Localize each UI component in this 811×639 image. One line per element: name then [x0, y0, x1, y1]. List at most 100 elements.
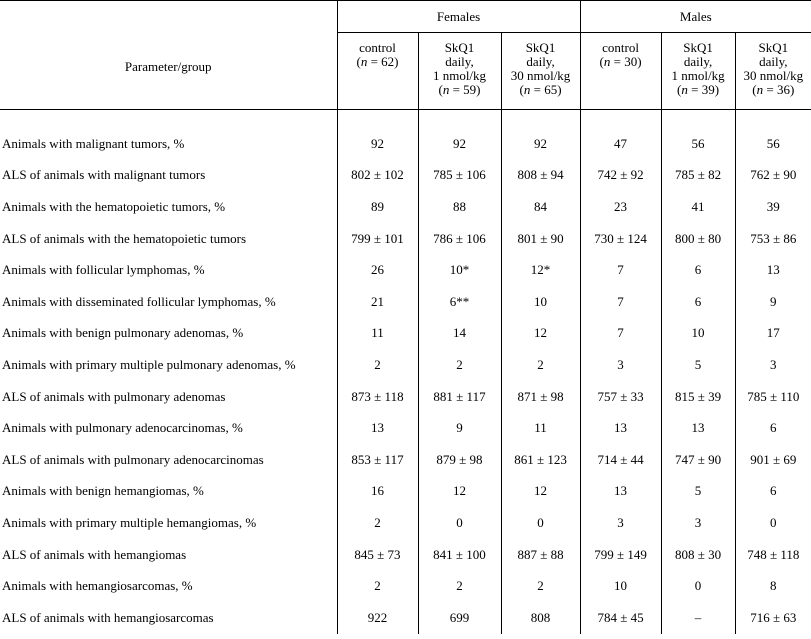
- column-header-line: control: [602, 40, 639, 55]
- column-header-line: 1 nmol/kg: [432, 68, 487, 83]
- table-row: ALS of animals with hemangiomas 845 ± 73 8…: [0, 538, 811, 571]
- table-cell: 714 ± 44: [579, 443, 662, 476]
- column-header: SkQ1 daily, 30 nmol/kg (n = 65): [500, 32, 581, 110]
- table-cell: 784 ± 45: [579, 601, 662, 634]
- table-cell: 0: [500, 507, 581, 539]
- table-cell: 845 ± 73: [336, 538, 418, 571]
- table-cell: 786 ± 106: [417, 222, 501, 255]
- group-header-females: Females: [336, 0, 581, 33]
- table-cell: 6: [660, 254, 736, 286]
- table-row: Animals with pulmonary adenocarcinomas, …: [0, 412, 811, 444]
- table-cell: 802 ± 102: [336, 159, 418, 192]
- table-cell: 12: [500, 475, 581, 508]
- table-cell: 6**: [417, 285, 501, 318]
- table-cell: 753 ± 86: [734, 222, 811, 255]
- table-cell: 14: [417, 317, 501, 350]
- table-row: Animals with benign hemangiomas, % 16 12 12…: [0, 475, 811, 508]
- table-cell: 13: [734, 254, 811, 286]
- table-cell: 785 ± 106: [417, 159, 501, 192]
- table-row: ALS of animals with pulmonary adenocarci…: [0, 443, 811, 476]
- table-cell: 7: [579, 285, 662, 318]
- column-header-line: daily,: [445, 54, 474, 69]
- table-row: Animals with hemangiosarcomas, % 2 2 2 10 0 8: [0, 570, 811, 602]
- table-cell: 2: [500, 349, 581, 381]
- table-cell: 716 ± 63: [734, 601, 811, 634]
- table-cell: 747 ± 90: [660, 443, 736, 476]
- table-cell: 3: [660, 507, 736, 539]
- column-header-line: daily,: [683, 54, 713, 69]
- column-header-line: SkQ1: [444, 40, 475, 55]
- table-cell: 879 ± 98: [417, 443, 501, 476]
- column-header-line: 1 nmol/kg: [671, 68, 725, 83]
- table-cell: 88: [417, 191, 501, 223]
- table-cell: 800 ± 80: [660, 222, 736, 255]
- table-cell: 10*: [417, 254, 501, 286]
- table-cell: 3: [579, 349, 662, 381]
- table-cell: 799 ± 101: [336, 222, 418, 255]
- column-header: SkQ1 daily, 1 nmol/kg (n = 39): [660, 32, 736, 110]
- table-cell: 6: [660, 285, 736, 318]
- table-cell: 10: [500, 285, 581, 318]
- column-header-line: 30 nmol/kg: [510, 68, 571, 83]
- column-header: control (n = 30): [579, 32, 662, 110]
- table-cell: 11: [500, 412, 581, 444]
- table-cell: 89: [336, 191, 418, 223]
- table-cell: 12: [500, 317, 581, 350]
- table-cell: 12: [417, 475, 501, 508]
- table-cell: 92: [336, 109, 418, 160]
- row-label: Animals with benign hemangiomas, %: [2, 483, 204, 499]
- table-cell: 3: [734, 349, 811, 381]
- row-label: Animals with benign pulmonary adenomas, …: [2, 325, 244, 341]
- table-cell: 7: [579, 254, 662, 286]
- table-row: ALS of animals with hemangiosarcomas 922 6…: [0, 601, 811, 634]
- table-cell: 757 ± 33: [579, 380, 662, 413]
- table-cell: 13: [579, 475, 662, 508]
- table-row: Animals with malignant tumors, % 92 92 92 47…: [0, 109, 811, 160]
- table-cell: 7: [579, 317, 662, 350]
- column-header-line: daily,: [526, 54, 555, 69]
- parameter-header: Parameter/group: [0, 0, 338, 110]
- table-cell: 0: [660, 570, 736, 602]
- table-cell: 815 ± 39: [660, 380, 736, 413]
- row-label: ALS of animals with hemangiomas: [2, 546, 187, 562]
- table-cell: 9: [734, 285, 811, 318]
- table-cell: 748 ± 118: [734, 538, 811, 571]
- column-header-line: SkQ1: [525, 40, 556, 55]
- table-cell: 2: [417, 570, 501, 602]
- table-cell: 730 ± 124: [579, 222, 662, 255]
- column-header-line: daily,: [759, 54, 788, 69]
- row-label: Animals with disseminated follicular lym…: [2, 293, 276, 309]
- table-cell: 901 ± 69: [734, 443, 811, 476]
- column-header-n: (n = 62): [356, 54, 399, 69]
- table-cell: 871 ± 98: [500, 380, 581, 413]
- table-cell: 801 ± 90: [500, 222, 581, 255]
- table-row: Animals with disseminated follicular lym…: [0, 285, 811, 318]
- table-cell: 2: [417, 349, 501, 381]
- table-cell: 92: [500, 109, 581, 160]
- table-cell: 10: [579, 570, 662, 602]
- table-cell: 785 ± 110: [734, 380, 811, 413]
- column-header: SkQ1 daily, 30 nmol/kg (n = 36): [734, 32, 811, 110]
- table-cell: 2: [500, 570, 581, 602]
- column-header-n: (n = 30): [599, 54, 642, 69]
- table-cell: 887 ± 88: [500, 538, 581, 571]
- table-cell: 13: [660, 412, 736, 444]
- table-cell: 6: [734, 412, 811, 444]
- table-cell: 12*: [500, 254, 581, 286]
- table-cell: 56: [734, 109, 811, 160]
- column-header-n: (n = 39): [677, 82, 720, 97]
- column-header-line: control: [359, 40, 396, 55]
- table-cell: 808: [500, 601, 581, 634]
- table-cell: 13: [336, 412, 418, 444]
- table-cell: 10: [660, 317, 736, 350]
- row-label: Animals with primary multiple pulmonary …: [2, 356, 296, 372]
- row-label: Animals with pulmonary adenocarcinomas, …: [2, 420, 243, 436]
- table-cell: 26: [336, 254, 418, 286]
- table-cell: 799 ± 149: [579, 538, 662, 571]
- table-cell: 699: [417, 601, 501, 634]
- table-cell: 0: [734, 507, 811, 539]
- table-cell: 84: [500, 191, 581, 223]
- table-row: ALS of animals with malignant tumors 802 …: [0, 159, 811, 192]
- table-cell: 922: [336, 601, 418, 634]
